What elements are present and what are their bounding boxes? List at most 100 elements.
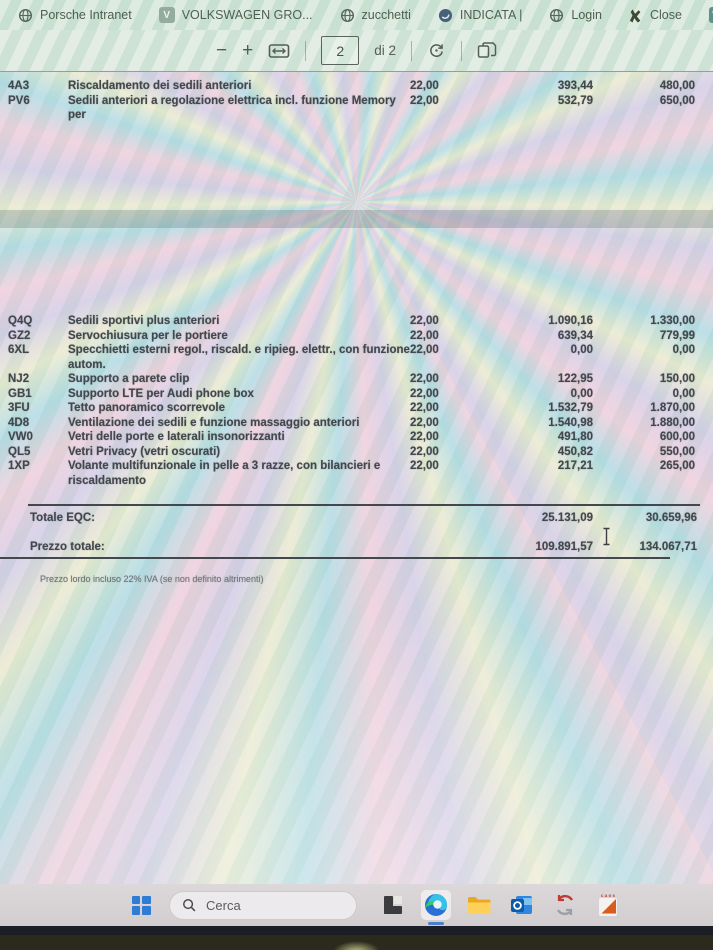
total-label: Totale EQC: (30, 512, 95, 524)
file-explorer-icon[interactable] (464, 890, 494, 920)
option-description: Tetto panoramico scorrevole (68, 402, 225, 414)
option-gross-price: 650,00 (659, 94, 695, 107)
option-vat-pct: 22,00 (410, 80, 439, 92)
option-code: NJ2 (8, 373, 30, 385)
zoom-out-button[interactable]: − (216, 40, 228, 61)
option-vat-pct: 22,00 (410, 416, 439, 429)
pdf-document-viewport[interactable]: 4A3 Riscaldamento dei sedili anteriori 2… (0, 72, 713, 884)
option-gross-price: 550,00 (659, 445, 695, 458)
option-gross-price: 600,00 (659, 431, 695, 443)
bookmark-volkswagen-group[interactable]: V VOLKSWAGEN GRO... (158, 7, 313, 23)
round-swirl-icon (438, 8, 452, 22)
totals-top-rule (28, 504, 700, 506)
option-gross-price: 1.880,00 (650, 416, 695, 429)
option-net-price: 532,79 (557, 94, 593, 107)
option-vat-pct: 22,00 (410, 373, 439, 385)
toolbar-divider (305, 40, 307, 61)
toolbar-divider (461, 40, 462, 61)
bookmark-label: Porsche Intranet (40, 8, 132, 22)
option-code: GZ2 (8, 329, 31, 342)
vat-footnote: Prezzo lordo incluso 22% IVA (se non def… (40, 574, 264, 584)
option-description: Volante multifunzionale in pelle a 3 raz… (68, 460, 381, 487)
option-description: Supporto LTE per Audi phone box (68, 387, 254, 400)
option-net-price: 122,95 (557, 373, 593, 385)
option-description: Servochiusura per le portiere (68, 329, 228, 342)
total-net: 109.891,57 (535, 540, 593, 553)
zoom-in-button[interactable]: + (242, 40, 254, 61)
bookmark-zucchetti[interactable]: zucchetti (340, 8, 411, 23)
option-description: Specchietti esterni regol., riscald. e r… (68, 344, 410, 371)
option-vat-pct: 22,00 (410, 94, 439, 107)
bookmark-label: zucchetti (361, 8, 411, 22)
option-description: Vetri delle porte e laterali insonorizza… (68, 431, 285, 443)
option-description: Sedili sportivi plus anteriori (68, 315, 220, 327)
bookmark-weicola[interactable]: W Weicola (708, 7, 713, 23)
globe-icon (340, 8, 354, 22)
edge-browser-icon[interactable] (421, 890, 451, 925)
v-square-icon: V (158, 7, 175, 23)
option-gross-price: 0,00 (672, 344, 695, 356)
option-description: Ventilazione dei sedili e funzione massa… (68, 416, 360, 429)
option-vat-pct: 22,00 (410, 431, 439, 443)
totals-section: Totale EQC: 25.131,09 30.659,96 Prezzo t… (0, 504, 713, 559)
option-code: VW0 (8, 431, 33, 443)
bookmark-label: VOLKSWAGEN GRO... (181, 8, 313, 22)
sync-app-icon[interactable] (550, 890, 580, 920)
table-row: GB1 Supporto LTE per Audi phone box 22,0… (0, 387, 713, 402)
option-gross-price: 779,99 (659, 329, 695, 342)
page-count-label: di 2 (374, 43, 396, 58)
table-row: 4D8 Ventilazione dei sedili e funzione m… (0, 416, 713, 431)
option-vat-pct: 22,00 (410, 387, 439, 400)
cad-app-icon[interactable]: c a o s (593, 890, 623, 920)
table-row: 4A3 Riscaldamento dei sedili anteriori 2… (0, 79, 713, 94)
option-vat-pct: 22,00 (410, 460, 439, 472)
bookmarks-bar: Porsche Intranet V VOLKSWAGEN GRO... zuc… (0, 0, 713, 30)
table-row: PV6 Sedili anteriori a regolazione elett… (0, 94, 713, 123)
bookmark-close[interactable]: Close (629, 8, 682, 23)
w-square-icon: W (708, 7, 713, 23)
table-row: NJ2 Supporto a parete clip 22,00 122,95 … (0, 372, 713, 387)
option-gross-price: 1.330,00 (650, 315, 695, 327)
total-gross: 30.659,96 (645, 512, 697, 524)
globe-icon (550, 8, 564, 22)
option-code: 4A3 (8, 80, 30, 92)
option-vat-pct: 22,00 (410, 402, 439, 414)
option-gross-price: 265,00 (659, 460, 695, 472)
page-number-input[interactable]: 2 (321, 36, 360, 65)
option-gross-price: 0,00 (672, 387, 695, 400)
fit-width-icon[interactable] (268, 43, 290, 59)
bookmark-label: INDICATA | (459, 8, 523, 22)
rotate-icon[interactable] (427, 41, 446, 60)
option-code: 6XL (8, 344, 30, 356)
option-net-price: 0,00 (570, 344, 593, 356)
option-vat-pct: 22,00 (410, 315, 439, 327)
option-description: Sedili anteriori a regolazione elettrica… (68, 94, 396, 122)
option-code: 4D8 (8, 416, 30, 429)
option-code: Q4Q (8, 315, 33, 327)
total-label: Prezzo totale: (30, 540, 105, 553)
outlook-icon[interactable] (507, 890, 537, 920)
option-net-price: 639,34 (557, 329, 593, 342)
table-row: VW0 Vetri delle porte e laterali insonor… (0, 430, 713, 445)
option-gross-price: 150,00 (659, 373, 695, 385)
options-table-page2: Q4Q Sedili sportivi plus anteriori 22,00… (0, 314, 713, 488)
option-net-price: 450,82 (557, 445, 593, 458)
toolbar-divider (411, 40, 412, 61)
option-gross-price: 1.870,00 (650, 402, 695, 414)
option-vat-pct: 22,00 (410, 329, 439, 342)
bookmark-login[interactable]: Login (549, 8, 602, 23)
page-separator (0, 210, 713, 228)
start-button[interactable] (126, 890, 156, 920)
total-gross: 134.067,71 (639, 540, 697, 553)
taskbar-search[interactable]: Cerca (169, 890, 357, 920)
table-row: 6XL Specchietti esterni regol., riscald.… (0, 343, 713, 372)
bookmark-porsche-intranet[interactable]: Porsche Intranet (18, 8, 132, 23)
grand-total-row: Prezzo totale: 109.891,57 134.067,71 (0, 540, 697, 559)
bookmark-indicata[interactable]: INDICATA | (438, 8, 523, 23)
option-code: 3FU (8, 402, 30, 414)
dark-app-icon[interactable] (378, 890, 408, 920)
option-net-price: 217,21 (557, 460, 593, 472)
two-pages-icon[interactable] (477, 42, 497, 59)
option-gross-price: 480,00 (659, 80, 695, 92)
search-icon (183, 898, 196, 911)
